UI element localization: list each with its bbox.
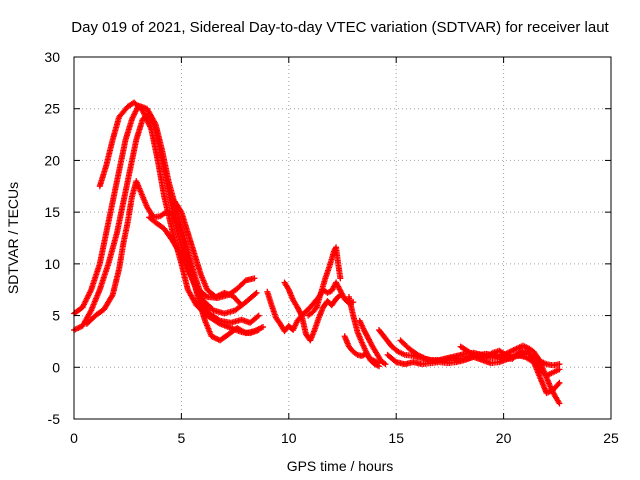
data-point [238,302,245,309]
chart-title: Day 019 of 2021, Sidereal Day-to-day VTE… [71,19,609,36]
x-tick-label: 0 [70,430,78,446]
series-pass-g [264,279,357,335]
series-pass-b [71,102,260,317]
data-point [376,363,383,370]
y-tick-label: -5 [48,411,61,427]
data-point [522,350,529,357]
data-point [488,350,495,357]
plot-frame [73,56,612,420]
data-point [253,289,260,296]
x-tick-label: 20 [496,430,512,446]
y-tick-label: 25 [44,101,60,117]
grid-layer [74,57,611,419]
series-pass-q [530,351,563,369]
x-tick-label: 25 [603,430,619,446]
series-pass-o [384,351,563,397]
data-point [260,323,267,330]
y-tick-label: 15 [44,204,60,220]
series-pass-p [457,343,529,360]
data-point [469,351,476,358]
series-pass-k [345,293,383,370]
y-axis-label: SDTVAR / TECUs [5,182,21,294]
data-point [336,292,343,299]
data-point [252,290,259,297]
data-point [555,381,562,388]
x-axis-label: GPS time / hours [287,458,394,474]
data-point [382,361,389,368]
series-pass-d [83,178,267,344]
data-point [108,293,115,300]
x-tick-label: 10 [281,430,297,446]
series-pass-l [356,317,389,368]
data-point [501,351,508,358]
y-tick-label: 30 [44,49,60,65]
series-pass-i [305,244,344,319]
data-point [177,207,184,214]
series-pass-h [281,279,344,344]
data-point [556,361,563,368]
y-tick-label: 10 [44,256,60,272]
data-point [254,313,261,320]
series-pass-f [171,198,245,309]
series-pass-e [146,214,258,301]
data-point [337,275,344,282]
data-point [556,379,563,386]
data-layer [71,99,563,407]
y-tick-label: 5 [52,308,60,324]
y-tick-label: 20 [44,152,60,168]
y-tick-label: 0 [52,359,60,375]
data-point [556,366,563,373]
x-tick-label: 5 [178,430,186,446]
data-point [237,301,244,308]
data-point [337,291,344,298]
series-pass-c [71,110,262,334]
data-point [215,316,222,323]
data-point [251,275,258,282]
data-point [255,312,262,319]
tick-layer: 0 5 10 15 20 25 -5 0 5 10 15 20 25 30 [44,49,619,446]
data-point [556,400,563,407]
data-point [325,289,332,296]
x-tick-label: 15 [388,430,404,446]
data-point [202,292,209,299]
